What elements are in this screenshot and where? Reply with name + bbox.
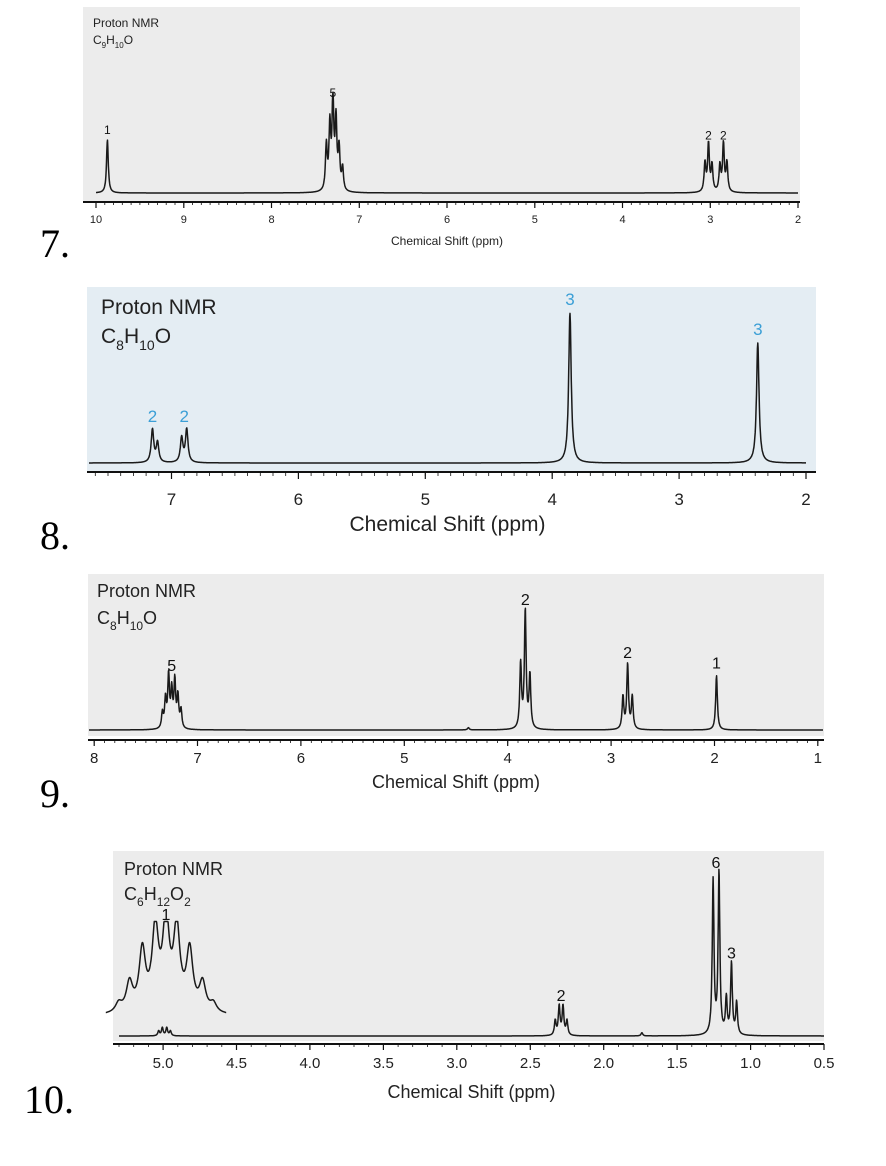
spectrum-9: Proton NMR C8H10O 5 2 2 1 8 7 6 5 4 3 2 1 Chemical Shi… xyxy=(88,574,824,792)
x-tick-label: 3.0 xyxy=(446,1055,467,1072)
spectrum-trace xyxy=(88,312,807,464)
x-axis-label: Chemical Shift (ppm) xyxy=(391,234,503,248)
x-tick-label: 2.0 xyxy=(593,1055,614,1072)
spectrum-8: Proton NMR C8H10O 2 2 3 3 7 6 5 4 3 2 Chemical Shift… xyxy=(0,0,886,560)
x-tick-label: 2 xyxy=(710,750,718,767)
x-tick-label: 8 xyxy=(90,750,98,767)
spectrum-title: Proton NMR xyxy=(93,16,159,30)
plot-background xyxy=(88,574,824,736)
x-axis-label: Chemical Shift (ppm) xyxy=(387,1082,555,1102)
peak-integration-label: 3 xyxy=(753,320,762,339)
peak-integration-label: 3 xyxy=(565,290,574,309)
x-tick-label: 6 xyxy=(444,214,450,226)
x-tick-label: 6 xyxy=(294,490,303,509)
spectrum-9-plot: Proton NMR C8H10O 5 2 2 1 8 7 6 5 4 3 2 1 Chemical Shi… xyxy=(88,574,824,792)
plot-background xyxy=(87,287,816,472)
x-tick-label: 3 xyxy=(674,490,683,509)
x-tick-label: 6 xyxy=(297,750,305,767)
question-number-7: 7. xyxy=(40,221,70,266)
x-tick-label: 4.0 xyxy=(299,1055,320,1072)
spectrum-7: Proton NMR C9H10O 1 5 2 2 10 9 8 7 6 5 4 3 2 Chemical S… xyxy=(0,0,886,265)
spectrum-trace xyxy=(95,92,799,194)
peak-integration-label: 2 xyxy=(720,129,727,143)
peak-integration-label: 2 xyxy=(623,645,632,662)
x-tick-label: 10 xyxy=(90,214,102,226)
x-tick-label: 8 xyxy=(268,214,274,226)
question-number-8: 8. xyxy=(40,513,70,558)
x-tick-label: 1 xyxy=(814,750,822,767)
peak-integration-label: 2 xyxy=(557,988,566,1005)
x-tick-label: 4 xyxy=(547,490,556,509)
peak-integration-label: 5 xyxy=(330,86,337,100)
x-tick-label: 7 xyxy=(193,750,201,767)
plot-background xyxy=(83,7,800,202)
peak-integration-label: 1 xyxy=(104,123,111,137)
peak-integration-label: 2 xyxy=(521,592,530,609)
question-number-10: 10. xyxy=(24,1077,74,1122)
molecular-formula: C6H12O2 xyxy=(124,884,191,909)
x-tick-label: 1.5 xyxy=(667,1055,688,1072)
x-tick-label: 7 xyxy=(356,214,362,226)
x-tick-label: 0.5 xyxy=(814,1055,835,1072)
x-tick-label: 3.5 xyxy=(373,1055,394,1072)
x-tick-label: 3 xyxy=(607,750,615,767)
x-tick-label: 4.5 xyxy=(226,1055,247,1072)
x-axis-label: Chemical Shift (ppm) xyxy=(372,772,540,792)
x-tick-label: 5 xyxy=(421,490,430,509)
question-number-9: 9. xyxy=(40,771,70,816)
molecular-formula: C8H10O xyxy=(97,608,157,633)
x-tick-label: 1.0 xyxy=(740,1055,761,1072)
x-tick-label: 7 xyxy=(167,490,176,509)
peak-integration-label: 2 xyxy=(148,407,157,426)
peak-integration-label: 1 xyxy=(162,907,171,924)
spectrum-trace xyxy=(118,868,825,1037)
molecular-formula: C9H10O xyxy=(93,33,133,50)
x-tick-label: 2 xyxy=(801,490,810,509)
plot-background xyxy=(113,851,824,1041)
peak-integration-label: 5 xyxy=(167,658,176,675)
spectrum-title: Proton NMR xyxy=(97,581,196,601)
inset-expansion-trace xyxy=(105,920,227,1014)
x-tick-label: 2.5 xyxy=(520,1055,541,1072)
molecular-formula: C8H10O xyxy=(101,325,171,353)
spectrum-8-plot: Proton NMR C8H10O 2 2 3 3 7 6 5 4 3 2 Chemical Shift… xyxy=(87,287,816,536)
x-tick-label: 4 xyxy=(619,214,625,226)
x-tick-label: 5 xyxy=(400,750,408,767)
peak-integration-label: 6 xyxy=(712,855,721,872)
x-tick-label: 5 xyxy=(532,214,538,226)
spectrum-title: Proton NMR xyxy=(101,296,217,319)
peak-integration-label: 1 xyxy=(712,656,721,673)
x-tick-label: 4 xyxy=(504,750,512,767)
x-tick-label: 2 xyxy=(795,214,801,226)
x-tick-label: 9 xyxy=(181,214,187,226)
x-tick-label: 5.0 xyxy=(153,1055,174,1072)
x-tick-label: 3 xyxy=(707,214,713,226)
peak-integration-label: 2 xyxy=(705,129,712,143)
peak-integration-label: 3 xyxy=(727,946,736,963)
spectrum-trace xyxy=(88,607,824,731)
peak-integration-label: 2 xyxy=(179,407,188,426)
x-axis-label: Chemical Shift (ppm) xyxy=(349,513,545,536)
spectrum-title: Proton NMR xyxy=(124,859,223,879)
